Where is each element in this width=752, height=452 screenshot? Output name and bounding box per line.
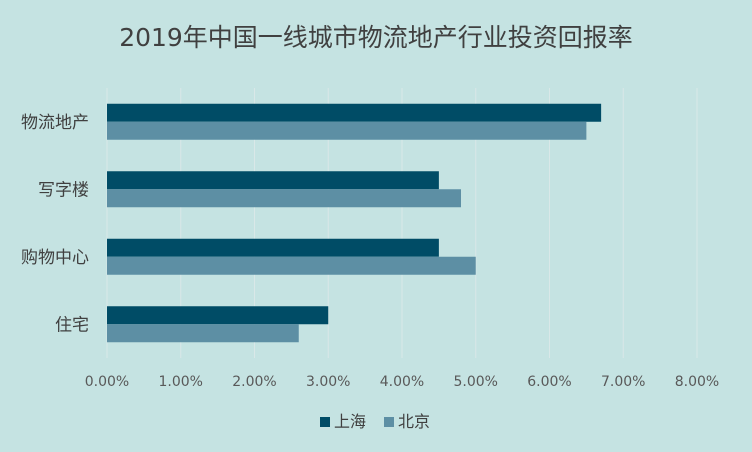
legend-label: 上海 [334,412,366,431]
x-tick-label: 3.00% [306,374,350,390]
legend-label: 北京 [398,412,430,431]
legend-swatch [384,417,394,427]
legend-swatch [320,417,330,427]
x-tick-label: 6.00% [527,374,571,390]
bar-上海-购物中心 [107,238,439,257]
chart-title: 2019年中国一线城市物流地产行业投资回报率 [119,23,633,52]
bars [107,103,602,343]
x-axis-tick-labels: 0.00% 1.00% 2.00% 3.00% 4.00% 5.00% 6.00% 7.00%… [85,374,719,390]
bar-上海-住宅 [107,306,329,325]
x-tick-label: 5.00% [454,374,498,390]
bar-北京-购物中心 [107,256,476,275]
category-label: 购物中心 [21,248,89,268]
bar-北京-住宅 [107,324,299,343]
category-label: 住宅 [55,315,89,335]
x-tick-label: 4.00% [380,374,424,390]
bar-上海-物流地产 [107,103,602,122]
bar-上海-写字楼 [107,171,439,190]
category-label: 物流地产 [21,113,89,133]
category-label: 写字楼 [38,180,89,200]
bar-北京-写字楼 [107,189,461,208]
x-tick-label: 0.00% [85,374,129,390]
bar-北京-物流地产 [107,121,587,140]
x-tick-label: 2.00% [232,374,276,390]
x-tick-label: 7.00% [601,374,645,390]
legend: 上海 北京 [320,412,430,431]
x-tick-label: 8.00% [675,374,719,390]
x-tick-label: 1.00% [159,374,203,390]
